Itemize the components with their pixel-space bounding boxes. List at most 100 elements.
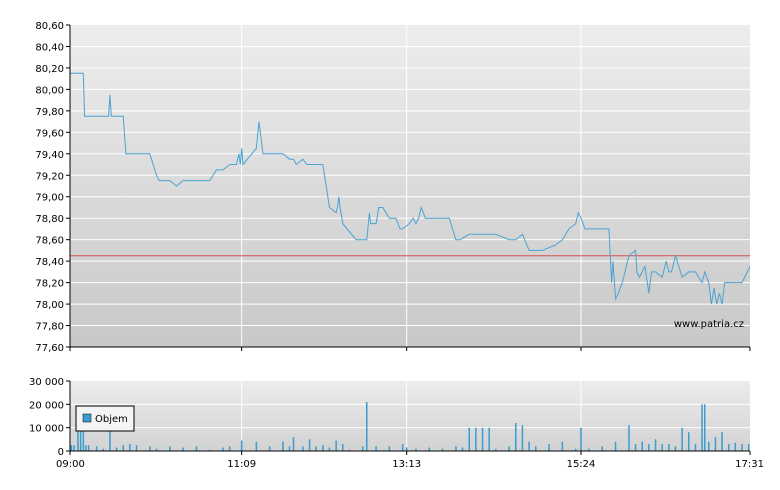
volume-bar — [694, 444, 697, 451]
volume-bar — [701, 404, 703, 451]
volume-bar — [574, 448, 577, 451]
volume-bar — [628, 425, 630, 451]
price-y-tick-label: 78,40 — [35, 257, 64, 268]
volume-bar — [255, 441, 258, 451]
x-tick-label: 17:31 — [735, 459, 764, 470]
volume-bar — [240, 440, 243, 451]
watermark: www.patria.cz — [674, 319, 744, 330]
volume-bar — [268, 446, 271, 451]
volume-y-tick-label: 10 000 — [29, 424, 64, 435]
volume-bar — [661, 444, 663, 451]
x-tick-label: 11:09 — [227, 459, 256, 470]
price-y-tick-label: 78,20 — [35, 279, 64, 290]
volume-bar — [282, 441, 284, 451]
price-y-tick-label: 79,00 — [35, 193, 64, 204]
volume-bar — [328, 447, 331, 451]
volume-bar — [588, 448, 590, 451]
volume-bar — [714, 437, 717, 451]
volume-bar — [95, 446, 98, 451]
volume-bar — [388, 446, 391, 451]
volume-y-tick-label: 20 000 — [29, 400, 64, 411]
price-y-tick-label: 79,20 — [35, 171, 64, 182]
price-x-ticks — [69, 347, 751, 351]
price-y-tick-label: 80,60 — [35, 21, 64, 32]
price-y-tick-label: 79,40 — [35, 150, 64, 161]
volume-bar — [747, 444, 750, 451]
volume-bar — [195, 446, 198, 451]
volume-bar — [688, 432, 690, 451]
volume-bar — [155, 448, 158, 451]
volume-bar — [654, 439, 657, 451]
volume-bar — [109, 430, 111, 451]
volume-bar — [292, 437, 295, 451]
volume-bar — [302, 446, 304, 451]
price-y-tick-label: 80,00 — [35, 85, 64, 96]
price-y-tick-label: 79,80 — [35, 107, 64, 118]
volume-bar — [681, 427, 683, 451]
volume-bar — [508, 446, 510, 451]
volume-bar — [428, 447, 430, 451]
volume-bar — [308, 439, 311, 451]
volume-bar — [102, 448, 104, 451]
price-y-tick-label: 78,60 — [35, 236, 64, 247]
volume-bar — [122, 445, 124, 451]
volume-bar — [548, 444, 550, 451]
price-plot-background — [70, 25, 750, 347]
volume-bar — [149, 446, 151, 451]
volume-bar — [455, 446, 457, 451]
volume-plot-background — [70, 381, 750, 451]
price-y-tick-label: 77,80 — [35, 322, 64, 333]
price-y-tick-label: 78,00 — [35, 300, 64, 311]
volume-bar — [315, 446, 317, 451]
volume-panel: 30 000 20 000 10 000 0 09:00 11:09 13:13 15:24… — [29, 377, 764, 470]
volume-bar — [708, 441, 710, 451]
volume-bar — [721, 432, 723, 451]
volume-bar — [415, 448, 417, 451]
volume-bar — [704, 404, 706, 451]
volume-bar — [614, 441, 617, 451]
volume-bar — [441, 448, 444, 451]
volume-bar — [481, 427, 484, 451]
volume-bar — [468, 427, 470, 451]
volume-bar — [674, 446, 677, 451]
volume-bar — [82, 430, 85, 451]
volume-bar — [222, 447, 224, 451]
legend-label: Objem — [95, 414, 128, 425]
volume-bar — [668, 444, 670, 451]
volume-bar — [488, 427, 490, 451]
volume-bar — [641, 441, 643, 451]
volume-bar — [648, 444, 650, 451]
volume-bar — [209, 449, 211, 451]
volume-y-axis: 30 000 20 000 10 000 0 — [29, 377, 70, 458]
volume-legend: Objem — [75, 405, 135, 432]
volume-y-tick-label: 30 000 — [29, 377, 64, 388]
price-y-tick-label: 80,20 — [35, 64, 64, 75]
volume-bar — [580, 427, 582, 451]
volume-bar — [182, 447, 184, 451]
volume-bar — [135, 445, 138, 451]
volume-bar — [79, 430, 82, 451]
volume-bar — [348, 449, 351, 451]
volume-bar — [335, 440, 337, 451]
volume-bar — [515, 423, 517, 451]
volume-bar — [288, 446, 291, 451]
volume-x-axis-ticks: 09:00 11:09 13:13 15:24 17:31 — [56, 451, 764, 470]
volume-bar — [129, 444, 131, 451]
price-panel: 80,60 80,40 80,20 80,00 79,80 79,60 79,40 79,20… — [35, 21, 751, 354]
volume-bar — [528, 441, 530, 451]
volume-bar — [115, 447, 118, 451]
volume-bar — [77, 430, 79, 451]
price-y-axis: 80,60 80,40 80,20 80,00 79,80 79,60 79,40 79,20… — [35, 21, 70, 354]
volume-bars — [70, 402, 750, 451]
volume-bar — [535, 446, 537, 451]
x-tick-label: 13:13 — [392, 459, 421, 470]
volume-bar — [561, 441, 564, 451]
price-series-line — [70, 72, 751, 305]
volume-bar — [169, 446, 171, 451]
x-tick-label: 15:24 — [567, 459, 596, 470]
legend-swatch — [82, 413, 92, 423]
volume-bar — [375, 446, 377, 451]
price-y-tick-label: 78,80 — [35, 214, 64, 225]
price-y-tick-label: 77,60 — [35, 343, 64, 354]
